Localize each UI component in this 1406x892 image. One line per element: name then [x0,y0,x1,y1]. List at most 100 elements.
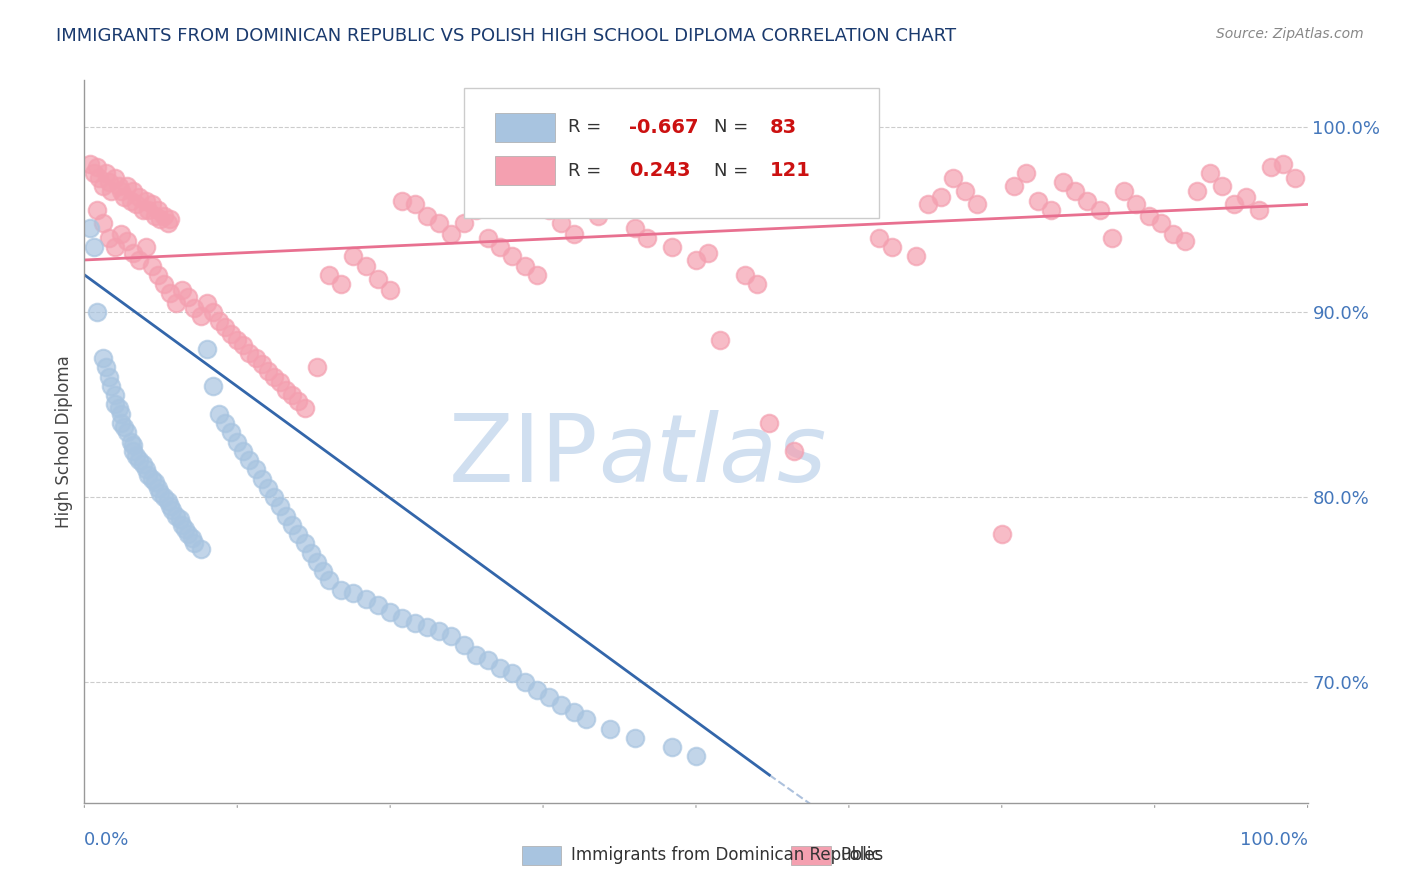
Point [354,592,377,607]
Point [1284,171,1306,186]
Point [427,216,450,230]
Point [86,202,108,217]
Point [122,438,145,452]
Point [281,517,304,532]
Point [79,156,101,170]
Point [122,443,145,458]
Point [91,216,114,230]
Point [526,268,548,282]
Point [747,277,769,291]
Point [917,197,939,211]
Point [263,490,285,504]
Point [929,190,952,204]
Point [856,161,879,175]
Point [159,212,181,227]
Point [1174,235,1197,249]
Point [575,713,598,727]
Point [661,240,683,254]
Point [1161,227,1184,241]
Point [831,178,853,193]
Point [562,705,585,719]
Text: 0.243: 0.243 [628,161,690,180]
Point [86,305,108,319]
Text: R =: R = [568,161,606,179]
FancyBboxPatch shape [464,87,880,218]
Point [122,185,145,199]
Point [115,178,138,193]
Point [276,508,298,523]
Text: Poles: Poles [841,846,883,863]
Point [91,178,114,193]
Text: R =: R = [568,119,606,136]
Point [330,277,353,291]
Point [269,500,291,514]
Point [115,235,138,249]
FancyBboxPatch shape [792,847,831,865]
Point [135,462,157,476]
Point [226,333,249,347]
Point [281,388,304,402]
Point [464,648,486,662]
Point [636,231,658,245]
Y-axis label: High School Diploma: High School Diploma [55,355,73,528]
Point [208,407,231,421]
Point [1076,194,1098,208]
Point [416,209,439,223]
Point [125,450,148,464]
Point [125,197,148,211]
Point [404,616,426,631]
Point [146,481,169,495]
Point [966,197,988,211]
Point [1052,175,1074,189]
Point [1015,166,1038,180]
Point [232,443,254,458]
Text: 0.0%: 0.0% [84,830,129,848]
Text: Source: ZipAtlas.com: Source: ZipAtlas.com [1216,27,1364,41]
FancyBboxPatch shape [495,112,555,142]
Point [1088,202,1111,217]
Point [1150,216,1173,230]
Point [195,342,218,356]
Point [294,536,316,550]
Point [477,231,499,245]
Point [440,629,463,643]
Point [177,527,200,541]
Point [96,166,118,180]
Point [1187,185,1209,199]
Point [1064,185,1087,199]
Point [183,536,205,550]
Point [159,286,181,301]
Point [132,457,155,471]
Point [141,197,163,211]
Point [250,472,273,486]
Point [276,383,298,397]
Text: -0.667: -0.667 [628,118,699,136]
Point [165,508,187,523]
Point [257,481,280,495]
Point [391,610,413,624]
Point [709,333,731,347]
Point [599,722,621,736]
Point [135,240,157,254]
Point [128,252,150,267]
Point [245,351,267,366]
Point [110,416,132,430]
Point [214,416,236,430]
Point [173,522,195,536]
Point [513,675,536,690]
Point [1223,197,1246,211]
Point [905,249,928,263]
Point [380,283,402,297]
Point [169,512,191,526]
Point [294,401,316,416]
Point [162,503,184,517]
Point [219,327,242,342]
Point [624,731,647,745]
Point [1002,178,1025,193]
Point [104,388,127,402]
Point [104,171,127,186]
Point [489,660,512,674]
Point [110,407,132,421]
Point [550,216,572,230]
Point [100,379,122,393]
